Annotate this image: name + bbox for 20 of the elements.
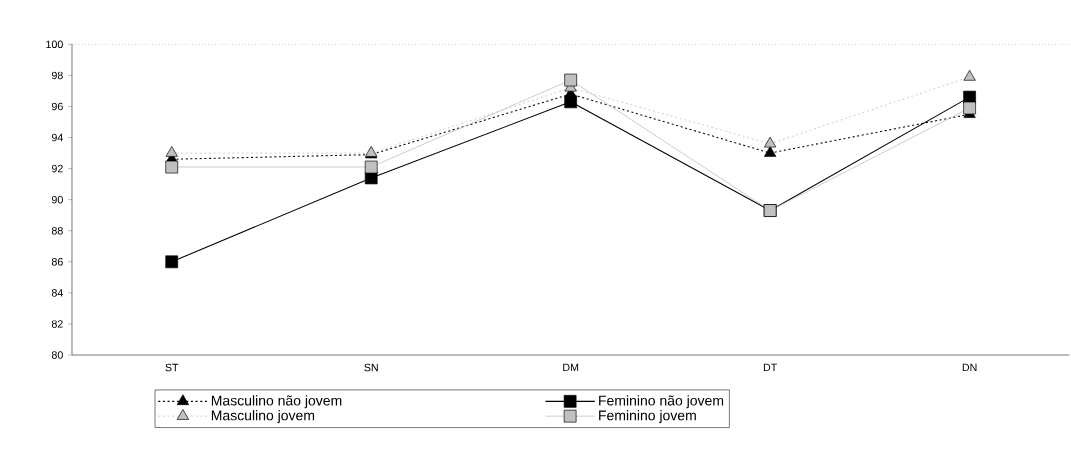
legend-label: Feminino não jovem [599,395,724,409]
x-tick-label: ST [165,363,179,372]
x-tick-label: DT [763,363,777,372]
x-tick-label: SN [364,363,378,372]
y-tick-label: 98 [51,71,63,80]
y-tick-label: 100 [46,40,63,49]
y-tick-label: 88 [51,226,63,235]
y-tick-label: 86 [51,258,63,266]
y-tick-label: 96 [51,102,63,111]
legend-label: Masculino jovem [211,410,315,424]
legend-label: Feminino jovem [599,410,696,424]
y-tick-label: 82 [51,320,63,328]
y-tick-label: 90 [51,195,63,204]
x-tick-label: DM [563,363,579,372]
x-tick-label: DN [962,363,977,372]
legend-label: Masculino não jovem [211,395,342,409]
y-tick-label: 94 [51,133,63,142]
y-tick-label: 84 [51,289,63,297]
y-tick-label: 92 [51,164,63,173]
y-tick-label: 80 [51,351,63,359]
